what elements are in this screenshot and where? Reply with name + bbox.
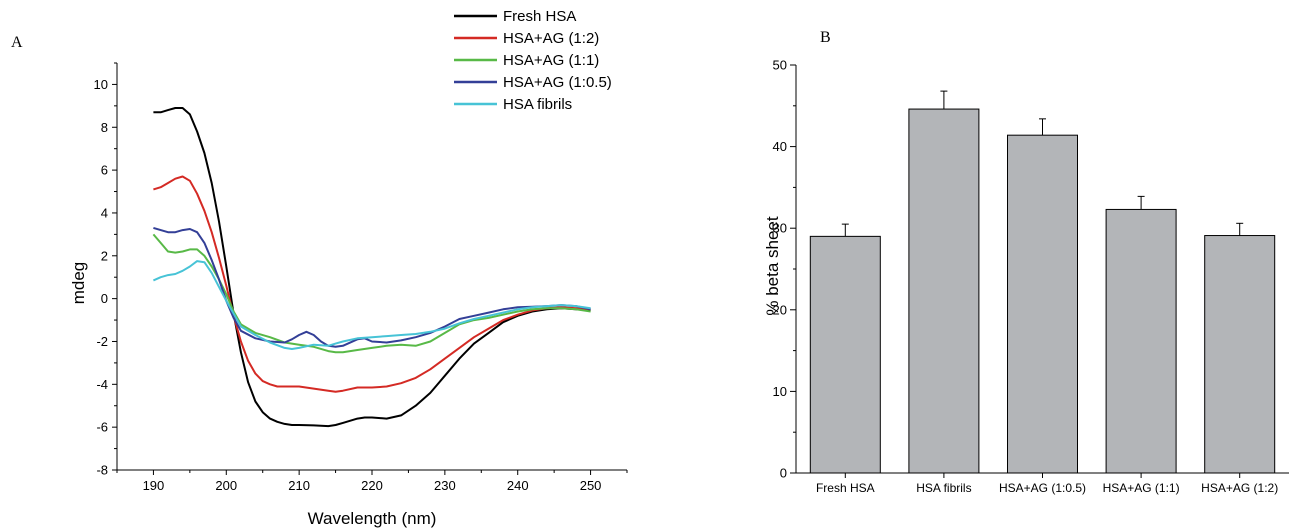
x-tick-label: 190 bbox=[143, 478, 165, 493]
y-tick-label: 8 bbox=[101, 120, 108, 135]
y-axis-title: % beta sheet bbox=[763, 216, 782, 316]
category-label-hsa-fibrils: HSA fibrils bbox=[916, 481, 971, 495]
y-tick-label: 2 bbox=[101, 248, 108, 263]
y-tick-label: -6 bbox=[96, 420, 108, 435]
cd-plot-area: -8 -6 -4 -2 0 2 4 6 8 10 190 200 210 220 230 240 250 bbox=[94, 62, 628, 493]
legend-label-hsa-fibrils: HSA fibrils bbox=[503, 96, 572, 113]
y-tick-label: 0 bbox=[101, 291, 108, 306]
series-line-hsa-ag-1-0-5 bbox=[153, 226, 591, 348]
y-tick-label: -2 bbox=[96, 334, 108, 349]
legend-label-hsa-ag-1-0-5: HSA+AG (1:0.5) bbox=[503, 74, 612, 91]
panel-label-a: A bbox=[11, 34, 23, 51]
series-line-hsa-ag-1-1 bbox=[152, 233, 591, 354]
x-tick-label: 220 bbox=[361, 478, 383, 493]
category-label-hsa-ag-1-2: HSA+AG (1:2) bbox=[1201, 481, 1278, 495]
series-line-fresh-hsa bbox=[153, 107, 591, 428]
legend: Fresh HSA HSA+AG (1:2) HSA+AG (1:1) HSA+AG … bbox=[454, 8, 612, 113]
y-tick-label: 20 bbox=[773, 302, 787, 317]
bar-hsa-ag-1-1 bbox=[1105, 208, 1177, 474]
y-tick-label: -4 bbox=[96, 377, 108, 392]
x-tick-label: 230 bbox=[434, 478, 456, 493]
bar-hsa-ag-1-0-5 bbox=[1007, 134, 1078, 474]
y-tick-label: 0 bbox=[780, 466, 787, 481]
y-tick-label: 4 bbox=[101, 205, 108, 220]
bar-fresh-hsa bbox=[809, 235, 881, 474]
y-tick-label: 30 bbox=[773, 221, 787, 236]
legend-label-hsa-ag-1-2: HSA+AG (1:2) bbox=[503, 30, 599, 47]
legend-label-fresh-hsa: Fresh HSA bbox=[503, 8, 576, 25]
cd-spectra-chart: -8 -6 -4 -2 0 2 4 6 8 10 190 200 210 220 230 240 250 Fre… bbox=[69, 8, 628, 528]
y-tick-label: 40 bbox=[773, 139, 787, 154]
beta-sheet-bar-chart: 0 10 20 30 40 50 Fresh HSA HSA fibrils HSA+AG (1… bbox=[763, 58, 1289, 495]
category-label-hsa-ag-1-0-5: HSA+AG (1:0.5) bbox=[999, 481, 1086, 495]
y-axis-title: mdeg bbox=[69, 262, 88, 305]
legend-label-hsa-ag-1-1: HSA+AG (1:1) bbox=[503, 52, 599, 69]
y-tick-label: -8 bbox=[96, 463, 108, 478]
panel-label-b: B bbox=[820, 29, 831, 46]
category-label-hsa-ag-1-1: HSA+AG (1:1) bbox=[1103, 481, 1180, 495]
series-line-hsa-fibrils bbox=[152, 260, 591, 350]
x-tick-label: 210 bbox=[288, 478, 310, 493]
x-tick-label: 200 bbox=[215, 478, 237, 493]
series-line-hsa-ag-1-2 bbox=[153, 175, 591, 393]
y-tick-label: 10 bbox=[94, 77, 108, 92]
bar-plot-area: 0 10 20 30 40 50 Fresh HSA HSA fibrils HSA+AG (1… bbox=[773, 58, 1289, 495]
y-tick-label: 50 bbox=[773, 58, 787, 73]
category-label-fresh-hsa: Fresh HSA bbox=[816, 481, 875, 495]
bar-hsa-fibrils bbox=[908, 108, 980, 474]
y-tick-label: 10 bbox=[773, 384, 787, 399]
x-tick-label: 250 bbox=[580, 478, 602, 493]
bar-hsa-ag-1-2 bbox=[1204, 235, 1276, 474]
y-tick-label: 6 bbox=[101, 163, 108, 178]
x-axis-title: Wavelength (nm) bbox=[308, 509, 437, 528]
x-tick-label: 240 bbox=[507, 478, 529, 493]
